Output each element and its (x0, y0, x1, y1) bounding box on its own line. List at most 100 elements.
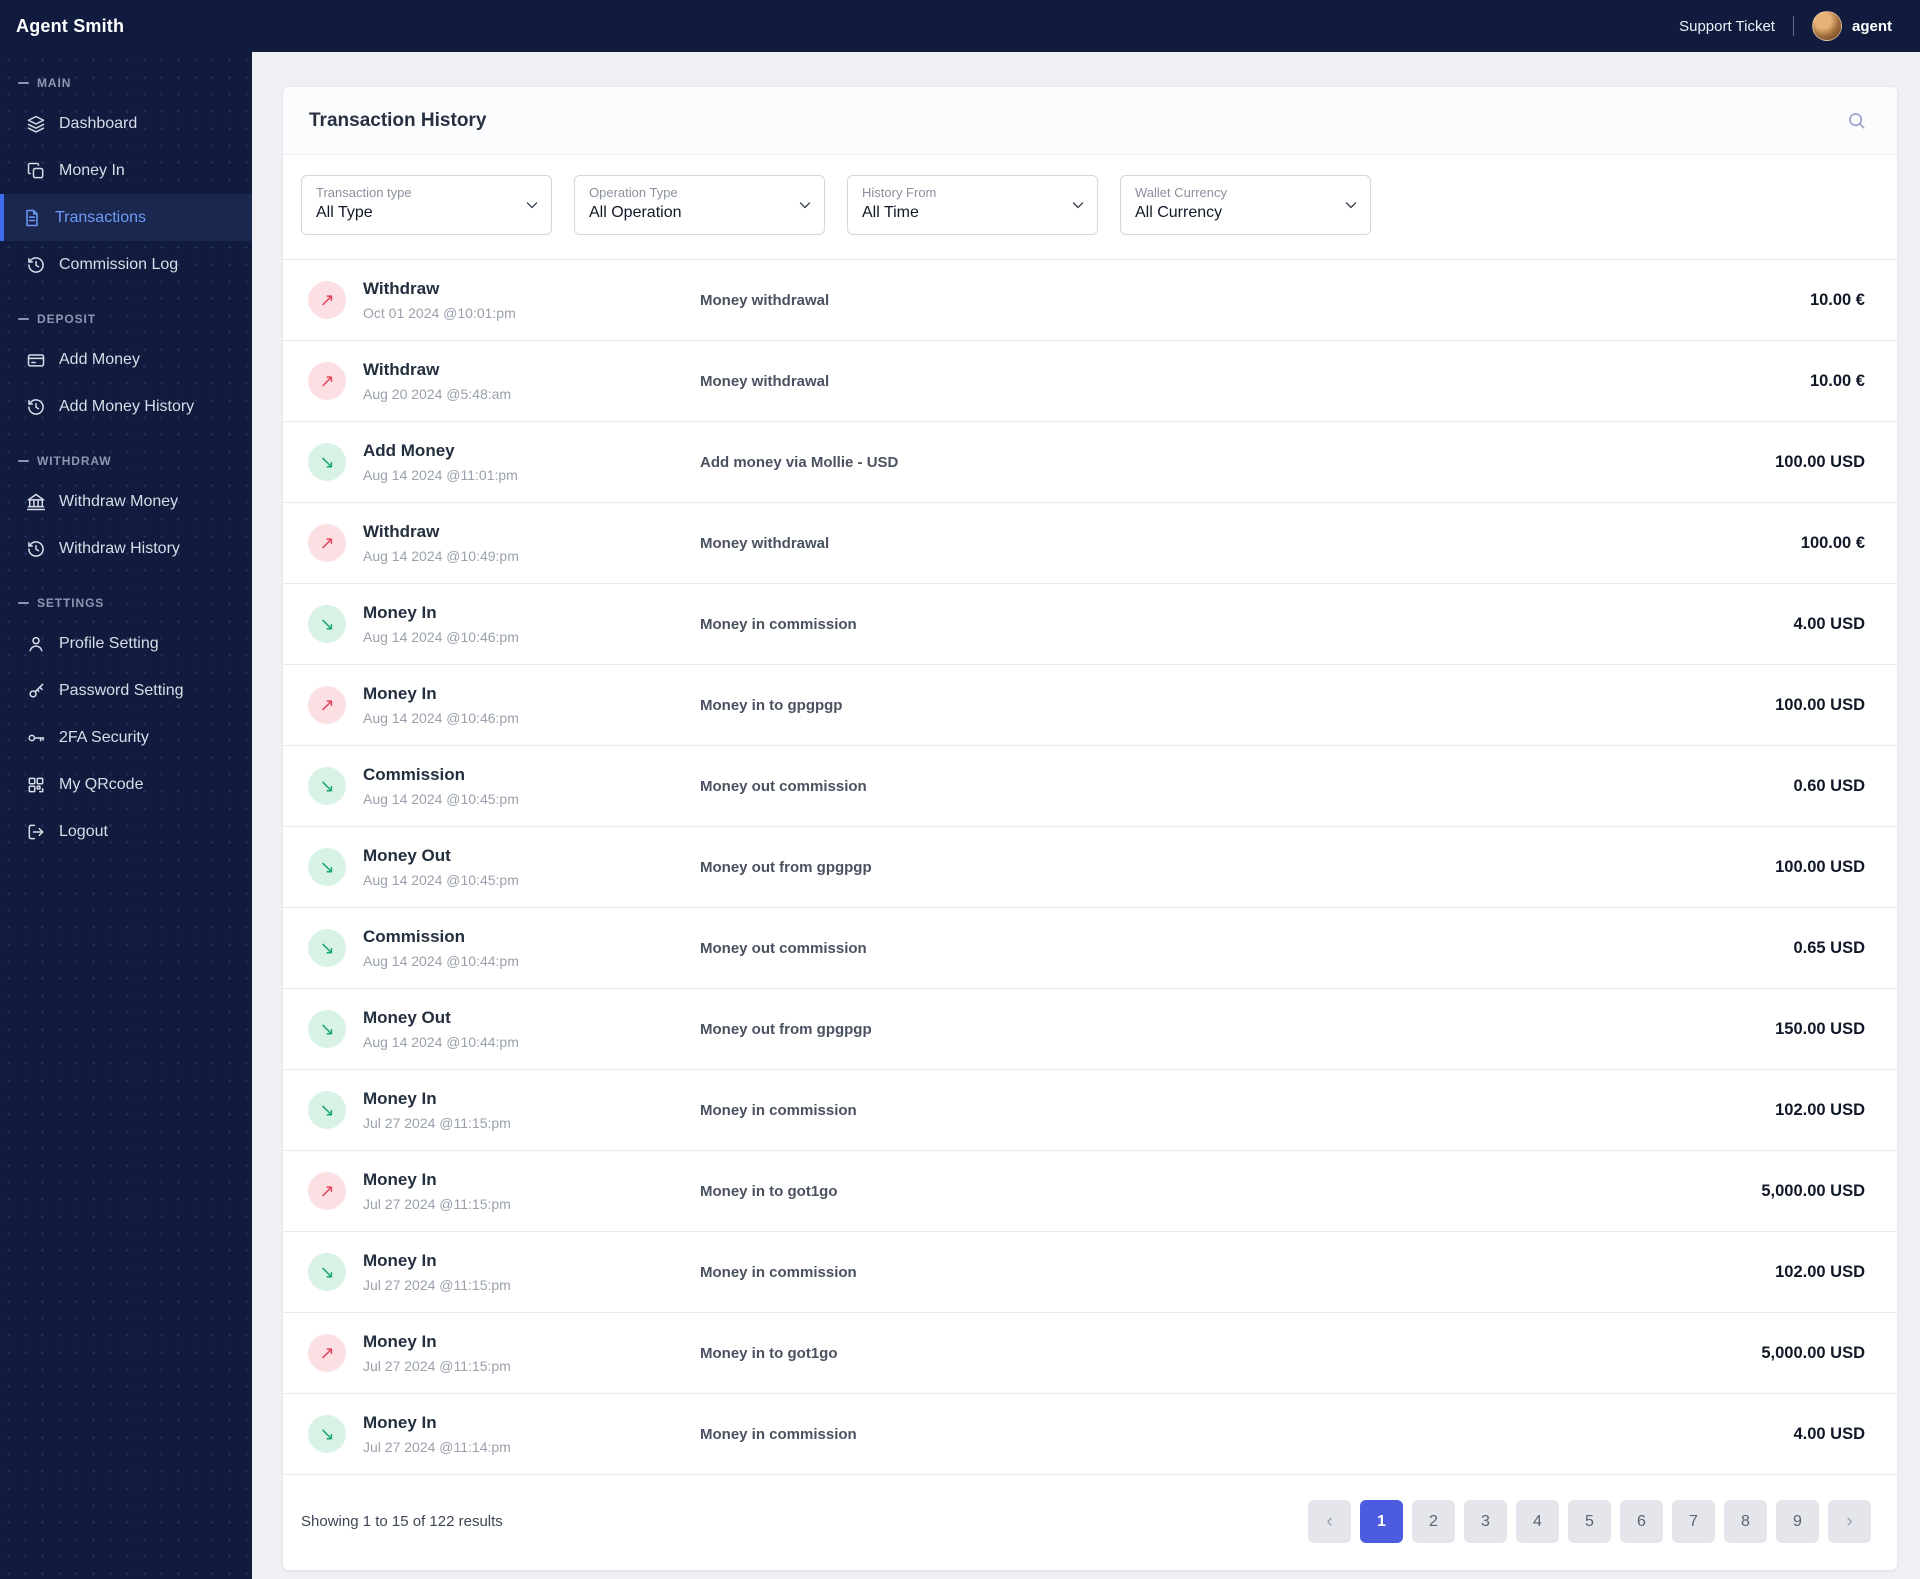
sidebar-section-title: MAIN (37, 76, 72, 90)
sidebar-item-label: Withdraw Money (59, 492, 179, 510)
transaction-amount: 102.00 USD (1775, 1100, 1865, 1119)
sidebar-item-commission-log[interactable]: Commission Log (0, 241, 252, 288)
search-button[interactable] (1842, 106, 1871, 135)
transaction-title: Money Out (363, 1008, 451, 1027)
sidebar: MAIN Dashboard Money In Transactions (0, 52, 252, 1579)
sidebar-item-profile-setting[interactable]: Profile Setting (0, 620, 252, 667)
filter-value: All Type (316, 204, 373, 221)
pagination-page-button[interactable]: 4 (1516, 1500, 1559, 1543)
transaction-main: Money In Jul 27 2024 @11:15:pm (308, 1089, 700, 1131)
transactions-icon (22, 208, 42, 228)
pagination-page-button[interactable]: 3 (1464, 1500, 1507, 1543)
transaction-direction-icon (308, 767, 346, 805)
user-name: agent (1851, 17, 1892, 35)
support-ticket-link[interactable]: Support Ticket (1679, 17, 1775, 35)
transaction-date: Jul 27 2024 @11:15:pm (363, 1358, 511, 1374)
chevron-down-icon (796, 196, 814, 219)
pagination-page-button[interactable]: 7 (1672, 1500, 1715, 1543)
sidebar-item-logout[interactable]: Logout (0, 808, 252, 855)
pagination-page-button[interactable]: 1 (1360, 1500, 1403, 1543)
transaction-row: Money In Jul 27 2024 @11:15:pm Money in … (283, 1069, 1897, 1150)
pagination-page-button[interactable]: 9 (1776, 1500, 1819, 1543)
pagination-page-button[interactable]: 6 (1620, 1500, 1663, 1543)
filter-operation-type[interactable]: Operation Type All Operation (574, 175, 825, 235)
chevron-down-icon (1342, 196, 1360, 219)
transaction-direction-icon (308, 362, 346, 400)
sidebar-item-label: Commission Log (59, 255, 179, 273)
transaction-main: Commission Aug 14 2024 @10:44:pm (308, 927, 700, 969)
filter-wallet-currency[interactable]: Wallet Currency All Currency (1120, 175, 1371, 235)
money-in-icon (26, 161, 46, 181)
transaction-main: Money In Aug 14 2024 @10:46:pm (308, 603, 700, 645)
history-icon (26, 539, 46, 559)
pagination-next-button[interactable]: › (1828, 1500, 1871, 1543)
sidebar-item-withdraw-history[interactable]: Withdraw History (0, 525, 252, 572)
transaction-main: Withdraw Oct 01 2024 @10:01:pm (308, 279, 700, 321)
transaction-direction-icon (308, 1334, 346, 1372)
transaction-direction-icon (308, 1253, 346, 1291)
sidebar-item-label: 2FA Security (59, 728, 149, 746)
wallet-icon (26, 350, 46, 370)
sidebar-section-deposit: DEPOSIT Add Money Add Money History (0, 302, 252, 430)
user-icon (26, 634, 46, 654)
transaction-direction-icon (308, 1091, 346, 1129)
sidebar-item-transactions[interactable]: Transactions (0, 194, 252, 241)
transaction-main: Withdraw Aug 20 2024 @5:48:am (308, 360, 700, 402)
transaction-title: Money In (363, 684, 437, 703)
pagination-page-button[interactable]: 5 (1568, 1500, 1611, 1543)
transaction-title: Money Out (363, 846, 451, 865)
transaction-main: Money Out Aug 14 2024 @10:45:pm (308, 846, 700, 888)
transaction-date: Aug 14 2024 @11:01:pm (363, 467, 518, 483)
section-dash (18, 602, 29, 604)
transaction-date: Aug 14 2024 @10:46:pm (363, 710, 519, 726)
logout-icon (26, 822, 46, 842)
sidebar-section-title: WITHDRAW (37, 454, 112, 468)
sidebar-item-2fa-security[interactable]: 2FA Security (0, 714, 252, 761)
filter-history-from[interactable]: History From All Time (847, 175, 1098, 235)
transaction-description: Money withdrawal (700, 534, 830, 552)
pagination-page-button[interactable]: 2 (1412, 1500, 1455, 1543)
transaction-title: Commission (363, 765, 466, 784)
avatar (1811, 11, 1842, 41)
transaction-main: Withdraw Aug 14 2024 @10:49:pm (308, 522, 700, 564)
transaction-description: Money in to gpgpgp (700, 696, 843, 714)
sidebar-section-main: MAIN Dashboard Money In Transactions (0, 66, 252, 288)
transaction-title: Commission (363, 927, 466, 946)
section-dash (18, 460, 29, 462)
transaction-date: Aug 14 2024 @10:44:pm (363, 953, 519, 969)
chevron-down-icon (523, 196, 541, 219)
pagination-page-button[interactable]: 8 (1724, 1500, 1767, 1543)
page-title: Transaction History (309, 109, 487, 131)
sidebar-item-dashboard[interactable]: Dashboard (0, 100, 252, 147)
transaction-main: Money In Aug 14 2024 @10:46:pm (308, 684, 700, 726)
transaction-description: Money in commission (700, 615, 857, 633)
transaction-amount: 4.00 USD (1793, 1424, 1865, 1443)
transaction-direction-icon (308, 929, 346, 967)
transaction-title: Money In (363, 1089, 437, 1108)
transaction-amount: 100.00 USD (1775, 452, 1865, 471)
sidebar-item-add-money-history[interactable]: Add Money History (0, 383, 252, 430)
transaction-row: Withdraw Aug 14 2024 @10:49:pm Money wit… (283, 502, 1897, 583)
filter-label: Transaction type (316, 185, 412, 200)
transaction-amount: 5,000.00 USD (1761, 1343, 1865, 1362)
sidebar-item-password-setting[interactable]: Password Setting (0, 667, 252, 714)
brand[interactable]: Agent Smith (16, 15, 125, 36)
sidebar-item-withdraw-money[interactable]: Withdraw Money (0, 478, 252, 525)
transaction-direction-icon (308, 1172, 346, 1210)
results-summary: Showing 1 to 15 of 122 results (301, 1513, 503, 1530)
transaction-amount: 100.00 USD (1775, 695, 1865, 714)
sidebar-item-my-qrcode[interactable]: My QRcode (0, 761, 252, 808)
filter-label: Wallet Currency (1135, 185, 1227, 200)
pagination-prev-button[interactable]: ‹ (1308, 1500, 1351, 1543)
main-content: Transaction History Transaction type All… (252, 52, 1920, 1579)
filter-transaction-type[interactable]: Transaction type All Type (301, 175, 552, 235)
sidebar-item-add-money[interactable]: Add Money (0, 336, 252, 383)
sidebar-item-money-in[interactable]: Money In (0, 147, 252, 194)
sidebar-section-withdraw: WITHDRAW Withdraw Money Withdraw History (0, 444, 252, 572)
qrcode-icon (26, 775, 46, 795)
bank-icon (26, 492, 46, 512)
filter-value: All Time (862, 204, 919, 221)
user-menu[interactable]: agent (1811, 11, 1892, 41)
transaction-amount: 0.60 USD (1793, 776, 1865, 795)
transaction-description: Money in to got1go (700, 1344, 838, 1362)
